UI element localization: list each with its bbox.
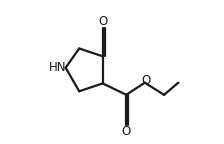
Text: O: O: [141, 74, 150, 87]
Text: HN: HN: [49, 61, 67, 74]
Text: O: O: [122, 125, 131, 138]
Text: O: O: [98, 15, 107, 28]
